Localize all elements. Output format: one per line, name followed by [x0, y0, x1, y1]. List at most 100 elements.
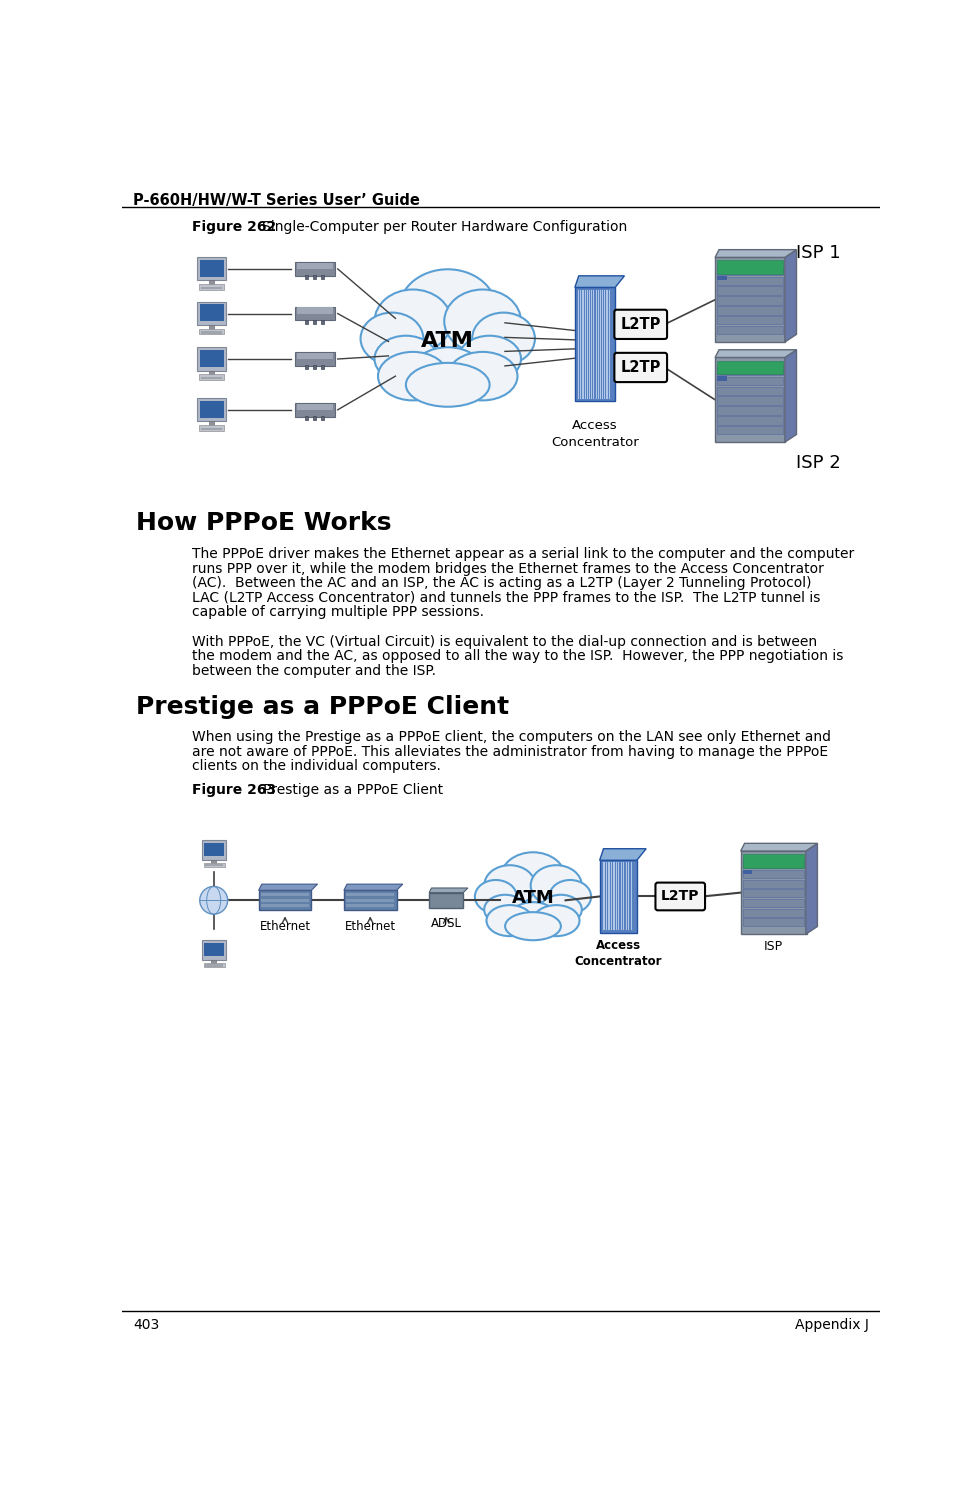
Ellipse shape — [531, 866, 581, 906]
Text: Single-Computer per Router Hardware Configuration: Single-Computer per Router Hardware Conf… — [248, 221, 626, 234]
FancyBboxPatch shape — [199, 401, 224, 418]
Text: 403: 403 — [133, 1318, 159, 1333]
FancyBboxPatch shape — [346, 905, 394, 908]
FancyBboxPatch shape — [346, 899, 394, 902]
Text: Prestige as a PPPoE Client: Prestige as a PPPoE Client — [136, 694, 509, 718]
FancyBboxPatch shape — [209, 281, 214, 284]
FancyBboxPatch shape — [296, 263, 333, 269]
FancyBboxPatch shape — [743, 890, 803, 897]
Ellipse shape — [458, 335, 521, 382]
Ellipse shape — [472, 313, 534, 365]
FancyBboxPatch shape — [743, 870, 803, 878]
FancyBboxPatch shape — [209, 325, 214, 329]
FancyBboxPatch shape — [717, 416, 782, 424]
FancyBboxPatch shape — [346, 893, 394, 896]
Text: The PPPoE driver makes the Ethernet appear as a serial link to the computer and : The PPPoE driver makes the Ethernet appe… — [191, 547, 853, 561]
Ellipse shape — [490, 875, 574, 926]
Polygon shape — [714, 350, 795, 358]
FancyBboxPatch shape — [740, 851, 806, 935]
Ellipse shape — [486, 905, 532, 936]
Text: ISP 2: ISP 2 — [795, 454, 840, 472]
Text: L2TP: L2TP — [660, 890, 699, 903]
Polygon shape — [785, 350, 795, 442]
Ellipse shape — [374, 335, 437, 382]
Text: L2TP: L2TP — [619, 361, 660, 374]
Text: Access
Concentrator: Access Concentrator — [551, 419, 638, 449]
FancyBboxPatch shape — [204, 843, 224, 855]
FancyBboxPatch shape — [717, 296, 782, 305]
Ellipse shape — [539, 894, 581, 924]
Text: ATM: ATM — [511, 888, 554, 906]
Ellipse shape — [412, 347, 482, 394]
FancyBboxPatch shape — [717, 406, 782, 415]
Text: capable of carrying multiple PPP sessions.: capable of carrying multiple PPP session… — [191, 606, 484, 619]
FancyBboxPatch shape — [717, 260, 782, 275]
Polygon shape — [805, 843, 817, 935]
FancyBboxPatch shape — [258, 890, 311, 911]
FancyBboxPatch shape — [261, 893, 309, 896]
FancyBboxPatch shape — [209, 421, 214, 425]
Ellipse shape — [475, 879, 516, 914]
FancyBboxPatch shape — [717, 277, 726, 281]
Ellipse shape — [484, 894, 526, 924]
FancyBboxPatch shape — [717, 386, 782, 395]
FancyBboxPatch shape — [717, 377, 782, 385]
Ellipse shape — [361, 313, 423, 365]
FancyBboxPatch shape — [261, 899, 309, 902]
FancyBboxPatch shape — [295, 403, 334, 416]
FancyBboxPatch shape — [198, 329, 224, 334]
Ellipse shape — [385, 304, 510, 385]
FancyBboxPatch shape — [305, 416, 308, 419]
Text: Prestige as a PPPoE Client: Prestige as a PPPoE Client — [250, 783, 443, 797]
Polygon shape — [344, 884, 403, 890]
Text: ADSL: ADSL — [430, 917, 461, 930]
FancyBboxPatch shape — [717, 316, 782, 325]
Ellipse shape — [399, 269, 496, 350]
FancyBboxPatch shape — [203, 863, 225, 867]
FancyBboxPatch shape — [320, 416, 323, 419]
FancyBboxPatch shape — [714, 358, 785, 442]
FancyBboxPatch shape — [743, 860, 803, 869]
FancyBboxPatch shape — [717, 326, 782, 334]
FancyBboxPatch shape — [199, 304, 224, 322]
FancyBboxPatch shape — [717, 287, 782, 295]
FancyBboxPatch shape — [209, 371, 214, 374]
FancyBboxPatch shape — [204, 942, 224, 956]
FancyBboxPatch shape — [295, 307, 334, 320]
Ellipse shape — [532, 905, 579, 936]
FancyBboxPatch shape — [320, 365, 323, 370]
FancyBboxPatch shape — [743, 879, 803, 888]
Ellipse shape — [447, 352, 517, 400]
FancyBboxPatch shape — [717, 367, 782, 376]
Text: With PPPoE, the VC (Virtual Circuit) is equivalent to the dial-up connection and: With PPPoE, the VC (Virtual Circuit) is … — [191, 634, 817, 649]
FancyBboxPatch shape — [320, 320, 323, 323]
Polygon shape — [740, 843, 817, 851]
Polygon shape — [714, 249, 795, 257]
FancyBboxPatch shape — [574, 287, 615, 401]
FancyBboxPatch shape — [717, 397, 782, 404]
FancyBboxPatch shape — [305, 275, 308, 280]
FancyBboxPatch shape — [305, 365, 308, 370]
FancyBboxPatch shape — [313, 275, 316, 280]
Polygon shape — [599, 849, 646, 860]
FancyBboxPatch shape — [599, 860, 636, 933]
Ellipse shape — [378, 352, 447, 400]
FancyBboxPatch shape — [717, 277, 782, 286]
FancyBboxPatch shape — [211, 860, 216, 863]
FancyBboxPatch shape — [320, 275, 323, 280]
Text: When using the Prestige as a PPPoE client, the computers on the LAN see only Eth: When using the Prestige as a PPPoE clien… — [191, 730, 830, 744]
FancyBboxPatch shape — [305, 320, 308, 323]
FancyBboxPatch shape — [717, 266, 782, 275]
FancyBboxPatch shape — [198, 425, 224, 431]
FancyBboxPatch shape — [295, 262, 334, 277]
Ellipse shape — [444, 290, 521, 353]
FancyBboxPatch shape — [313, 320, 316, 323]
FancyBboxPatch shape — [313, 365, 316, 370]
FancyBboxPatch shape — [296, 308, 333, 314]
FancyBboxPatch shape — [198, 374, 224, 380]
Text: LAC (L2TP Access Concentrator) and tunnels the PPP frames to the ISP.  The L2TP : LAC (L2TP Access Concentrator) and tunne… — [191, 591, 820, 604]
Polygon shape — [429, 888, 467, 893]
FancyBboxPatch shape — [743, 899, 803, 908]
Text: Appendix J: Appendix J — [794, 1318, 869, 1333]
Text: Access
Concentrator: Access Concentrator — [573, 939, 661, 968]
